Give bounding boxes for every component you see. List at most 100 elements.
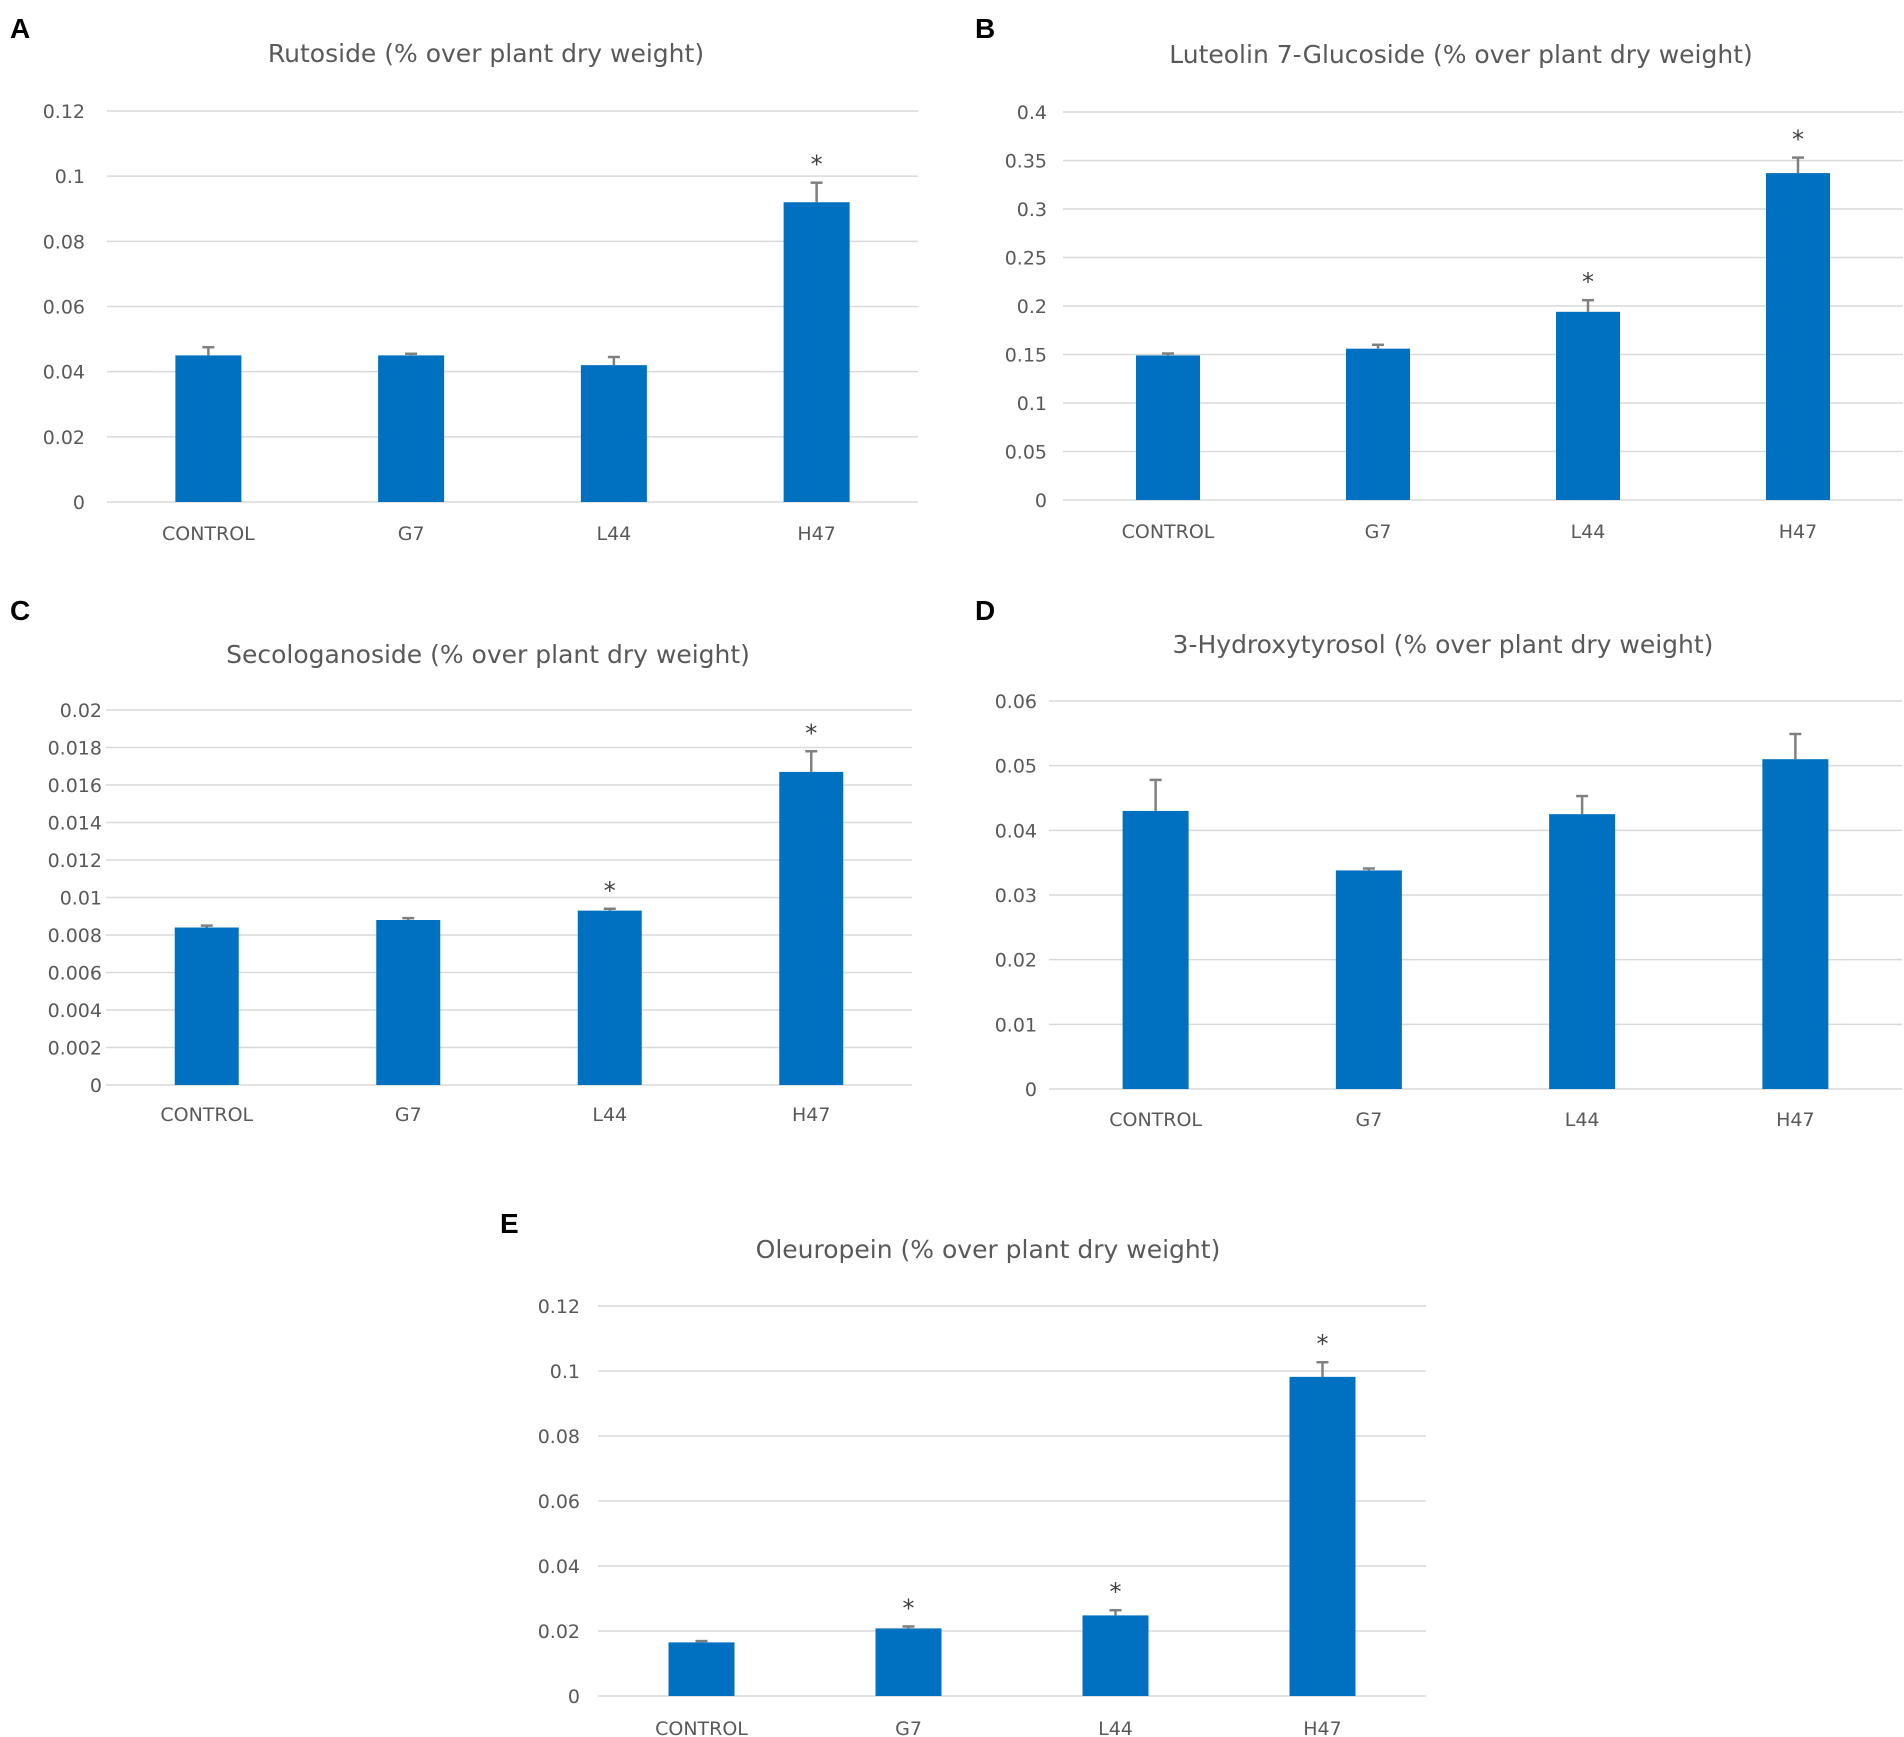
bar-l44 bbox=[580, 365, 647, 502]
panel-c: C Secologanoside (% over plant dry weigh… bbox=[10, 595, 912, 1126]
panel-e: E Oleuropein (% over plant dry weight) 0… bbox=[500, 1208, 1426, 1737]
y-tick-label: 0.04 bbox=[43, 362, 85, 384]
bar-control bbox=[1136, 355, 1200, 500]
panel-letter: B bbox=[975, 13, 995, 44]
category-label: H47 bbox=[797, 523, 835, 545]
y-tick-label: 0 bbox=[1035, 490, 1047, 512]
y-tick-label: 0.3 bbox=[1017, 199, 1047, 221]
category-label: G7 bbox=[395, 1104, 422, 1126]
y-tick-label: 0.1 bbox=[1017, 393, 1047, 415]
category-label: L44 bbox=[596, 523, 631, 545]
y-tick-label: 0.02 bbox=[60, 700, 102, 722]
significance-star: * bbox=[1792, 126, 1804, 154]
chart-title: Rutoside (% over plant dry weight) bbox=[268, 39, 704, 68]
bar-g7 bbox=[875, 1628, 942, 1696]
category-label: G7 bbox=[1365, 521, 1392, 543]
category-label: L44 bbox=[1571, 521, 1606, 543]
chart-title: 3-Hydroxytyrosol (% over plant dry weigh… bbox=[1173, 630, 1714, 659]
panel-letter: C bbox=[10, 595, 30, 626]
y-tick-label: 0.06 bbox=[43, 297, 85, 319]
bar-control bbox=[175, 355, 242, 502]
y-tick-label: 0.004 bbox=[48, 1000, 102, 1022]
y-tick-label: 0.12 bbox=[538, 1296, 580, 1318]
bar-h47 bbox=[783, 202, 850, 502]
y-tick-label: 0.4 bbox=[1017, 102, 1047, 124]
category-label: L44 bbox=[1098, 1718, 1133, 1737]
y-tick-label: 0.012 bbox=[48, 850, 102, 872]
y-tick-label: 0.06 bbox=[995, 691, 1037, 713]
significance-star: * bbox=[903, 1594, 915, 1622]
panel-d: D 3-Hydroxytyrosol (% over plant dry wei… bbox=[975, 595, 1902, 1131]
category-label: CONTROL bbox=[1109, 1109, 1202, 1131]
bar-g7 bbox=[1335, 870, 1402, 1089]
bar-l44 bbox=[1082, 1615, 1149, 1696]
bar-l44 bbox=[577, 910, 642, 1085]
y-tick-label: 0.08 bbox=[538, 1426, 580, 1448]
significance-star: * bbox=[805, 719, 817, 747]
bar-control bbox=[668, 1642, 735, 1696]
bar-h47 bbox=[1766, 173, 1830, 501]
significance-star: * bbox=[1110, 1578, 1122, 1606]
significance-star: * bbox=[811, 151, 823, 179]
y-tick-label: 0.02 bbox=[538, 1621, 580, 1643]
y-tick-label: 0.04 bbox=[995, 820, 1037, 842]
panel-b: B Luteolin 7-Glucoside (% over plant dry… bbox=[975, 13, 1903, 543]
y-tick-label: 0.008 bbox=[48, 925, 102, 947]
category-label: L44 bbox=[1565, 1109, 1600, 1131]
panel-letter: D bbox=[975, 595, 995, 626]
y-tick-label: 0 bbox=[1025, 1079, 1037, 1101]
y-tick-label: 0.03 bbox=[995, 885, 1037, 907]
y-tick-label: 0.02 bbox=[43, 427, 85, 449]
panel-letter: A bbox=[10, 13, 30, 44]
y-tick-label: 0 bbox=[568, 1686, 580, 1708]
category-label: CONTROL bbox=[162, 523, 255, 545]
bar-l44 bbox=[1556, 311, 1620, 500]
chart-title: Secologanoside (% over plant dry weight) bbox=[226, 640, 750, 669]
y-tick-label: 0.014 bbox=[48, 813, 102, 835]
y-tick-label: 0.1 bbox=[55, 166, 85, 188]
bar-l44 bbox=[1549, 814, 1616, 1089]
category-label: G7 bbox=[398, 523, 425, 545]
bar-g7 bbox=[1346, 348, 1410, 500]
y-tick-label: 0.01 bbox=[995, 1014, 1037, 1036]
y-tick-label: 0 bbox=[90, 1075, 102, 1097]
bar-g7 bbox=[376, 920, 441, 1085]
chart-title: Luteolin 7-Glucoside (% over plant dry w… bbox=[1169, 40, 1753, 69]
y-tick-label: 0.01 bbox=[60, 888, 102, 910]
significance-star: * bbox=[1317, 1330, 1329, 1358]
bar-control bbox=[1122, 810, 1189, 1089]
y-tick-label: 0.35 bbox=[1005, 151, 1047, 173]
category-label: CONTROL bbox=[160, 1104, 253, 1126]
y-tick-label: 0.2 bbox=[1017, 296, 1047, 318]
bar-h47 bbox=[779, 771, 844, 1085]
y-tick-label: 0.1 bbox=[550, 1361, 580, 1383]
bar-control bbox=[174, 927, 239, 1085]
y-tick-label: 0.04 bbox=[538, 1556, 580, 1578]
y-tick-label: 0.006 bbox=[48, 963, 102, 985]
category-label: G7 bbox=[895, 1718, 922, 1737]
y-tick-label: 0.02 bbox=[995, 950, 1037, 972]
y-tick-label: 0.12 bbox=[43, 101, 85, 123]
y-tick-label: 0.15 bbox=[1005, 345, 1047, 367]
panel-a: A Rutoside (% over plant dry weight) 0 0.… bbox=[10, 13, 918, 545]
category-label: H47 bbox=[1776, 1109, 1814, 1131]
y-tick-label: 0.25 bbox=[1005, 248, 1047, 270]
y-tick-label: 0.016 bbox=[48, 775, 102, 797]
bar-h47 bbox=[1289, 1376, 1356, 1696]
significance-star: * bbox=[1582, 268, 1594, 296]
chart-title: Oleuropein (% over plant dry weight) bbox=[756, 1235, 1221, 1264]
y-tick-label: 0.05 bbox=[1005, 442, 1047, 464]
panel-letter: E bbox=[500, 1208, 519, 1239]
category-label: H47 bbox=[792, 1104, 830, 1126]
y-tick-label: 0.018 bbox=[48, 738, 102, 760]
significance-star: * bbox=[604, 877, 616, 905]
category-label: L44 bbox=[592, 1104, 627, 1126]
category-label: H47 bbox=[1303, 1718, 1341, 1737]
bar-g7 bbox=[378, 355, 445, 502]
y-tick-label: 0.08 bbox=[43, 231, 85, 253]
y-tick-label: 0.002 bbox=[48, 1038, 102, 1060]
category-label: CONTROL bbox=[655, 1718, 748, 1737]
category-label: G7 bbox=[1355, 1109, 1382, 1131]
y-tick-label: 0.05 bbox=[995, 756, 1037, 778]
